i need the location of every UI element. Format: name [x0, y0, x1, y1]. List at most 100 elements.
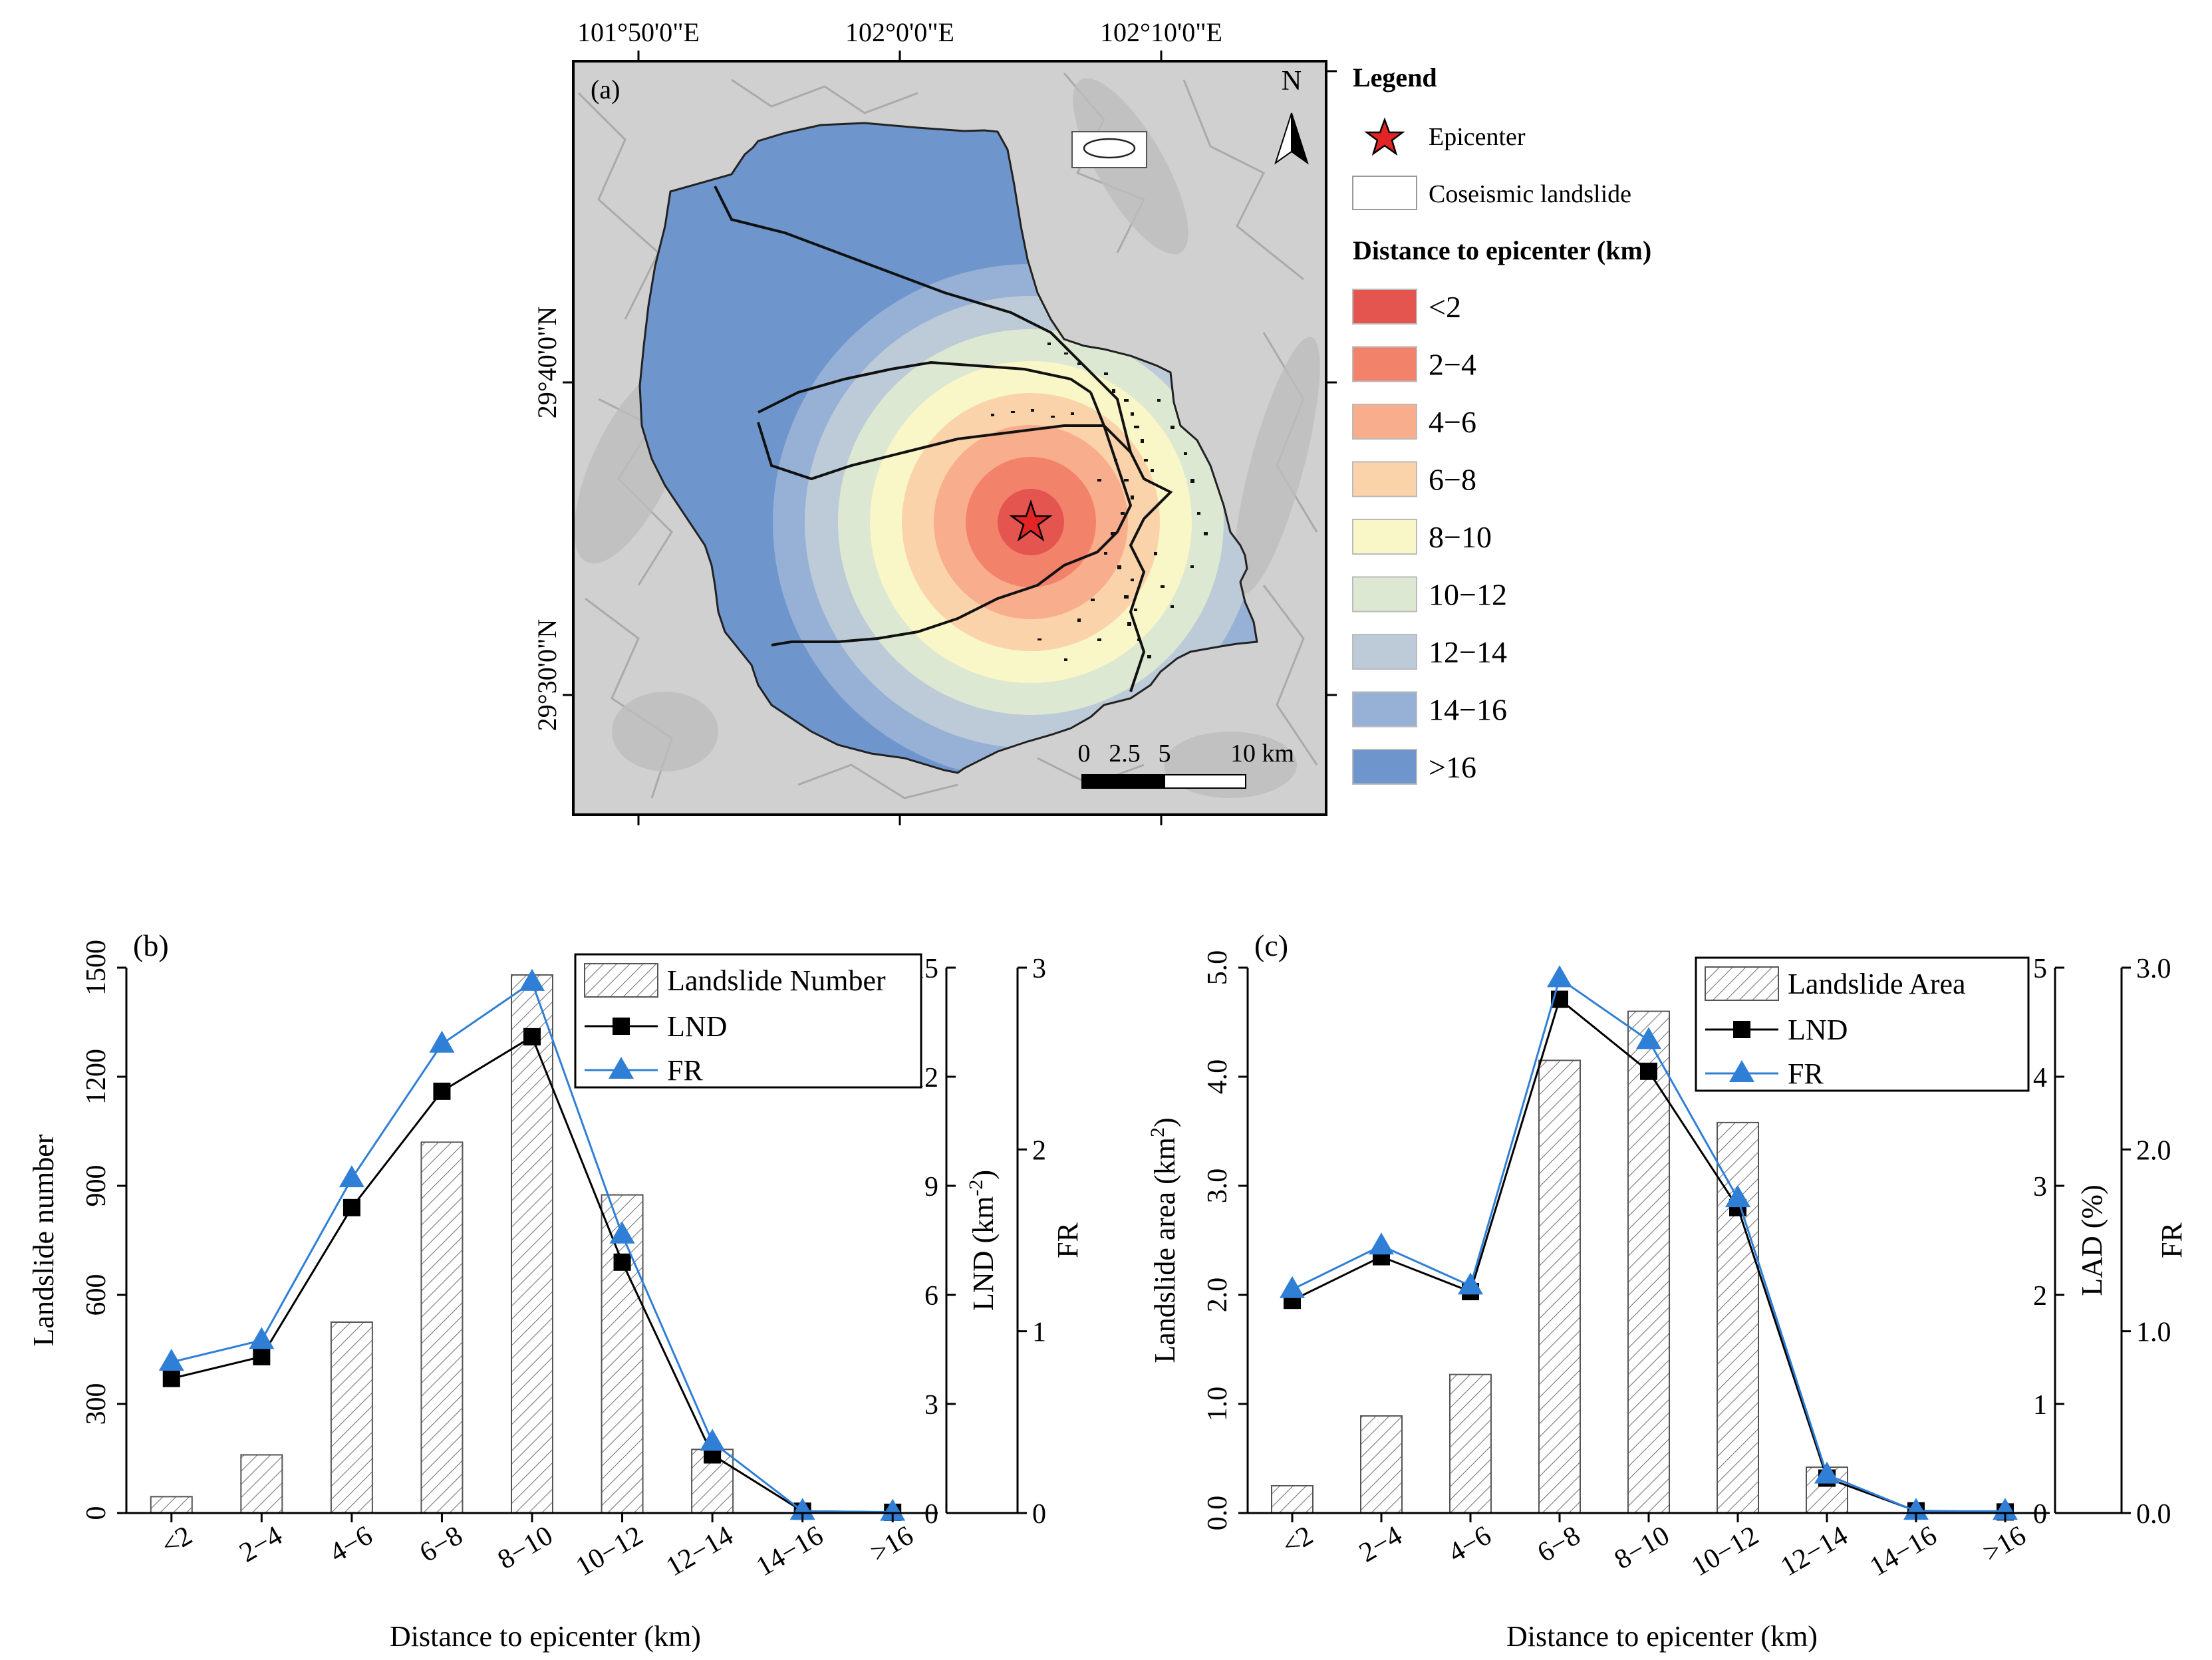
bar-0: [150, 1496, 193, 1514]
y-tick-label-4: 4.0: [1202, 1059, 1233, 1095]
y3-tick-label-3: 3: [1032, 954, 1046, 984]
x-axis-label: Distance to epicenter (km): [390, 1620, 701, 1653]
legend-landslide-swatch: [1352, 176, 1417, 210]
bar-1: [1360, 1415, 1403, 1514]
x-tick-label-5: 10−12: [1687, 1520, 1764, 1583]
legend-class-label-8: >16: [1429, 750, 1476, 784]
fr-point-7: [1903, 1498, 1929, 1520]
x-tick-label-7: 14−16: [1865, 1520, 1942, 1583]
legend-class-label-4: 8−10: [1429, 520, 1492, 554]
bar-0: [1271, 1485, 1313, 1514]
legend-swatch-2: [1352, 404, 1417, 440]
fr-point-4: [519, 968, 545, 991]
y3-axis-label: FR: [1051, 1222, 1084, 1258]
legend-distance-title: Distance to epicenter (km): [1353, 235, 1651, 265]
x-axis-label: Distance to epicenter (km): [1506, 1620, 1818, 1653]
legend-swatch-0: [1352, 289, 1417, 325]
epicenter-star-icon: [1009, 499, 1053, 542]
bar-4: [1627, 1010, 1670, 1514]
map-ticks: [563, 51, 1337, 825]
y-tick-label-2: 600: [81, 1274, 112, 1316]
chart-landslide-area: 0.0 1.0 2.0 3.0 4.0 5.0 0 1 2 3 4 5 0.0 1.0 2.0 3.0 <2 2−…: [1147, 928, 2189, 1653]
y3-tick-label-3: 3.0: [2136, 954, 2171, 984]
y-axis-label-sup: 2: [1147, 1127, 1169, 1137]
map-panel: N (a) 0 2.5 5 10 km 101°50'0"E 102°0'0"E…: [532, 17, 1651, 825]
y-tick-label-3: 3.0: [1202, 1169, 1233, 1204]
y-tick-label-1: 300: [81, 1383, 112, 1425]
fr-point-0: [158, 1349, 184, 1371]
y2-axis-label: LAD (%): [2076, 1184, 2108, 1296]
lat-tick-2: 29°30'0"N: [532, 619, 562, 731]
x-tick-label-0: <2: [156, 1520, 198, 1562]
y2-axis-label: LND (km-2): [965, 1170, 1000, 1311]
y2-axis-label-end: ): [967, 1170, 1000, 1180]
lon-tick-3: 102°10'0"E: [1100, 17, 1222, 47]
legend-bar-label: Landslide Area: [1788, 968, 1966, 1000]
x-tick-label-7: 14−16: [751, 1520, 828, 1583]
legend-class-label-7: 14−16: [1429, 693, 1507, 727]
scale-label-5: 5: [1159, 740, 1171, 767]
lnd-point-5: [613, 1253, 631, 1271]
x-tick-label-3: 6−8: [1532, 1520, 1586, 1569]
y2-tick-label-2: 2: [2033, 1281, 2047, 1312]
fr-point-8: [880, 1498, 906, 1521]
sub-basin-boundaries: [714, 186, 1173, 692]
lnd-point-4: [1640, 1062, 1657, 1080]
y2-tick-label-5: 5: [2033, 954, 2047, 984]
y-tick-label-4: 1200: [81, 1049, 112, 1105]
legend-fr-marker: [609, 1057, 634, 1079]
x-tick-label-2: 4−6: [1443, 1520, 1496, 1569]
x-tick-label-2: 4−6: [325, 1520, 378, 1569]
legend-class-label-3: 6−8: [1429, 463, 1476, 497]
legend-class-label-0: <2: [1429, 290, 1461, 324]
fr-point-1: [249, 1327, 275, 1349]
coseismic-landslides: [991, 343, 1208, 661]
legend-bar-swatch: [1705, 966, 1779, 1001]
lnd-point-1: [253, 1347, 271, 1365]
inset-landslide-shape: [1083, 138, 1136, 159]
legend-line-label-1: FR: [1788, 1057, 1824, 1090]
y3-tick-label-0: 0: [1032, 1499, 1046, 1530]
north-arrow-icon: [1274, 112, 1309, 165]
x-tick-label-8: >16: [865, 1520, 918, 1569]
y2-tick-label-3: 3: [2033, 1172, 2047, 1202]
panel-label: (c): [1254, 928, 1288, 962]
y2-axis-label-sup: -2: [965, 1180, 987, 1196]
bar-3: [1538, 1059, 1581, 1514]
x-tick-label-6: 12−14: [661, 1520, 738, 1583]
legend-lnd-marker: [613, 1018, 630, 1035]
legend-epicenter-label: Epicenter: [1429, 123, 1526, 151]
legend-class-label-6: 12−14: [1429, 635, 1507, 669]
x-tick-label-4: 8−10: [493, 1520, 558, 1576]
y2-tick-label-1: 1: [2033, 1390, 2047, 1421]
legend-epicenter-star-icon: [1364, 117, 1405, 156]
y-tick-label-3: 900: [81, 1165, 112, 1207]
y-axis-label: Landslide area (km2): [1147, 1117, 1182, 1363]
legend-swatch-6: [1352, 634, 1417, 670]
map-frame: [572, 60, 1327, 816]
legend-swatch-8: [1352, 749, 1417, 785]
basin-outline: [638, 122, 1258, 774]
legend-swatch-7: [1352, 691, 1417, 728]
y2-tick-label-4: 4: [2033, 1063, 2047, 1093]
scale-label-2-5: 2.5: [1109, 740, 1141, 767]
y-tick-label-0: 0.0: [1202, 1496, 1233, 1531]
legend-class-label-1: 2−4: [1429, 348, 1476, 382]
legend-line-label-0: LND: [1788, 1014, 1848, 1046]
scale-label-0: 0: [1078, 740, 1091, 767]
fr-point-5: [609, 1221, 635, 1244]
fr-point-6: [700, 1429, 726, 1451]
lnd-point-3: [433, 1082, 451, 1100]
fr-point-6: [1814, 1461, 1840, 1484]
fr-point-0: [1280, 1276, 1305, 1298]
y3-axis-label: FR: [2155, 1222, 2188, 1258]
fr-point-2: [1458, 1272, 1483, 1295]
fr-point-7: [789, 1498, 815, 1520]
bar-2: [330, 1321, 373, 1514]
x-tick-label-4: 8−10: [1609, 1520, 1675, 1576]
scale-label-10: 10 km: [1230, 740, 1294, 767]
bar-5: [1717, 1121, 1759, 1514]
y2-tick-label-0: 0: [924, 1499, 938, 1530]
y2-tick-label-2: 6: [924, 1281, 938, 1312]
